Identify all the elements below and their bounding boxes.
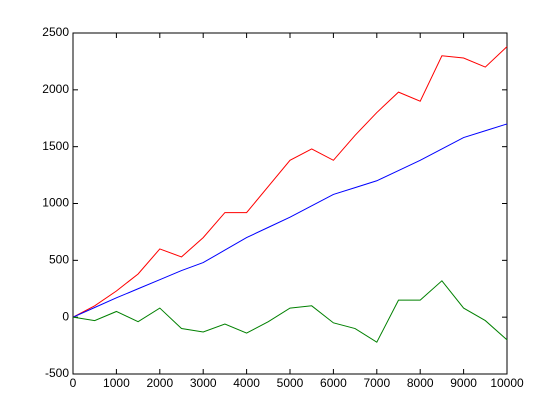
x-tick-label: 6000	[320, 376, 347, 390]
x-tick-label: 9000	[450, 376, 477, 390]
y-tick-label: 500	[49, 253, 69, 267]
y-tick-label: 1000	[42, 196, 69, 210]
y-tick-label: 2000	[42, 82, 69, 96]
y-tick-label: 1500	[42, 139, 69, 153]
y-tick-label: -500	[45, 366, 69, 380]
line	[72, 280, 508, 343]
axes-box	[72, 32, 508, 375]
x-tick-label: 8000	[407, 376, 434, 390]
x-tick-label: 7000	[363, 376, 390, 390]
line	[72, 123, 508, 318]
x-tick-label: 4000	[233, 376, 260, 390]
x-tick-label: 2000	[146, 376, 173, 390]
x-tick-label: 1000	[103, 376, 130, 390]
y-tick-label: 2500	[42, 25, 69, 39]
x-tick-label: 0	[70, 376, 77, 390]
x-tick-label: 5000	[277, 376, 304, 390]
x-tick-label: 10000	[490, 376, 524, 390]
line	[72, 46, 508, 318]
y-tick-label: 0	[62, 309, 69, 323]
x-tick-label: 3000	[190, 376, 217, 390]
